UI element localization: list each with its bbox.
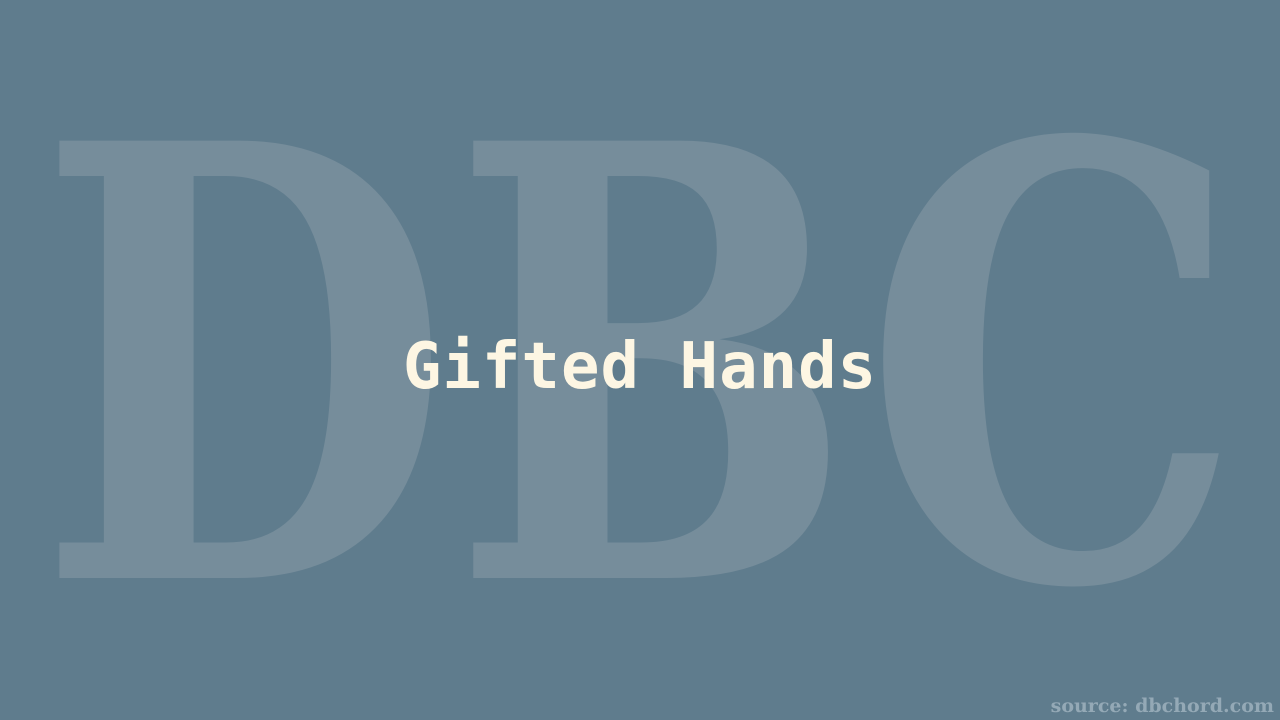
source-credit: source: dbchord.com	[1050, 695, 1274, 717]
song-title: Gifted Hands	[402, 330, 878, 404]
